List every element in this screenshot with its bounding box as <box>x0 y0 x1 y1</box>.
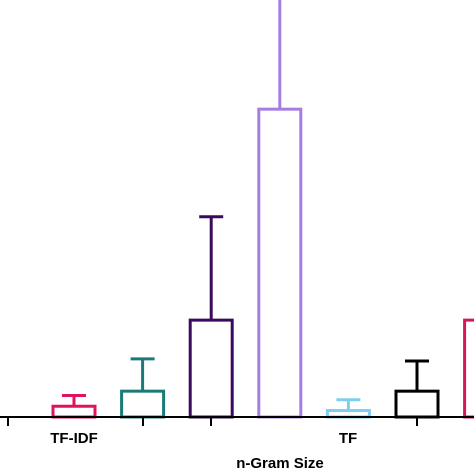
group-label-tf: TF <box>339 430 357 447</box>
bar-6 <box>394 359 440 419</box>
bar-rect-7 <box>463 318 474 419</box>
bar-rect-6 <box>394 389 440 419</box>
bars-layer <box>51 0 474 419</box>
bar-rect-3 <box>188 318 234 419</box>
bar-rect-4 <box>257 107 303 419</box>
x-axis-ticks <box>7 417 418 426</box>
bar-5 <box>325 398 371 419</box>
x-axis-title: n-Gram Size <box>236 455 324 472</box>
group-label-tf-idf: TF-IDF <box>50 430 97 447</box>
bar-rect-2 <box>120 389 166 419</box>
bar-rect-1 <box>51 404 97 419</box>
bar-4 <box>257 0 303 419</box>
bar-1 <box>51 393 97 419</box>
bar-7 <box>463 318 474 419</box>
bar-3 <box>188 215 234 419</box>
bar-2 <box>120 357 166 419</box>
